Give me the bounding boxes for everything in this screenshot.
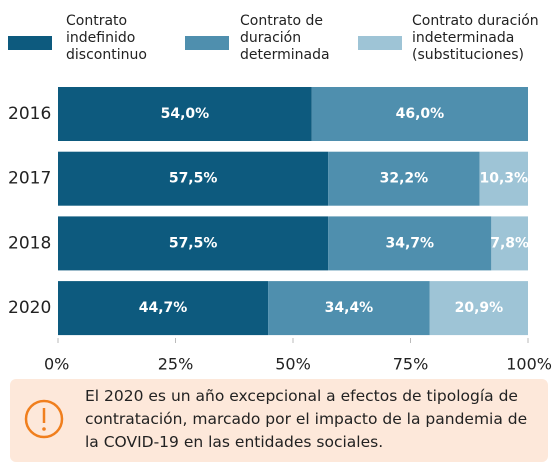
legend-swatch (185, 36, 229, 50)
x-tick-label: 25% (158, 355, 194, 374)
value-label: 34,7% (386, 235, 435, 251)
bar-segment (58, 216, 329, 271)
legend-swatch (358, 36, 402, 50)
x-tick-label: 75% (393, 355, 429, 374)
legend-label: Contrato de duración determinada (240, 13, 330, 63)
bar-segment (268, 281, 430, 336)
legend-label: Contrato indefinido discontinuo (66, 13, 147, 63)
bar-segment (429, 281, 528, 336)
y-tick-label: 2016 (8, 104, 51, 124)
x-tick-label: 0% (44, 355, 69, 374)
y-tick-label: 2020 (8, 298, 51, 318)
warning-icon (24, 399, 64, 439)
bar-segment (58, 151, 329, 206)
bar-segment (328, 216, 492, 271)
legend-swatch (8, 36, 52, 50)
y-tick-label: 2017 (8, 169, 51, 189)
value-label: 7,8% (490, 235, 529, 251)
chart: 0% 25% 50% 75% 100% 2016 54,0% 46,0% 2017 57,5% 32… (8, 87, 552, 374)
legend-label: Contrato duración indeterminada (substit… (412, 13, 539, 63)
x-tick-label: 50% (275, 355, 311, 374)
bar-segment (328, 151, 480, 206)
value-label: 20,9% (455, 300, 504, 316)
bar-segment (58, 281, 269, 336)
note-box: El 2020 es un año excepcional a efectos … (10, 379, 548, 462)
bar-segment (479, 151, 528, 206)
bar-segment (58, 87, 312, 141)
bar-segment (491, 216, 528, 271)
bar-segment (311, 87, 528, 141)
annotation: El 2020 es un año excepcional a efectos … (85, 387, 528, 451)
value-label: 57,5% (169, 171, 218, 187)
value-label: 57,5% (169, 235, 218, 251)
value-label: 54,0% (161, 106, 210, 122)
value-label: 10,3% (480, 171, 529, 187)
value-label: 34,4% (325, 300, 374, 316)
value-label: 46,0% (396, 106, 445, 122)
y-tick-label: 2018 (8, 233, 51, 253)
value-label: 32,2% (380, 171, 429, 187)
x-tick-label: 100% (506, 355, 552, 374)
value-label: 44,7% (139, 300, 188, 316)
